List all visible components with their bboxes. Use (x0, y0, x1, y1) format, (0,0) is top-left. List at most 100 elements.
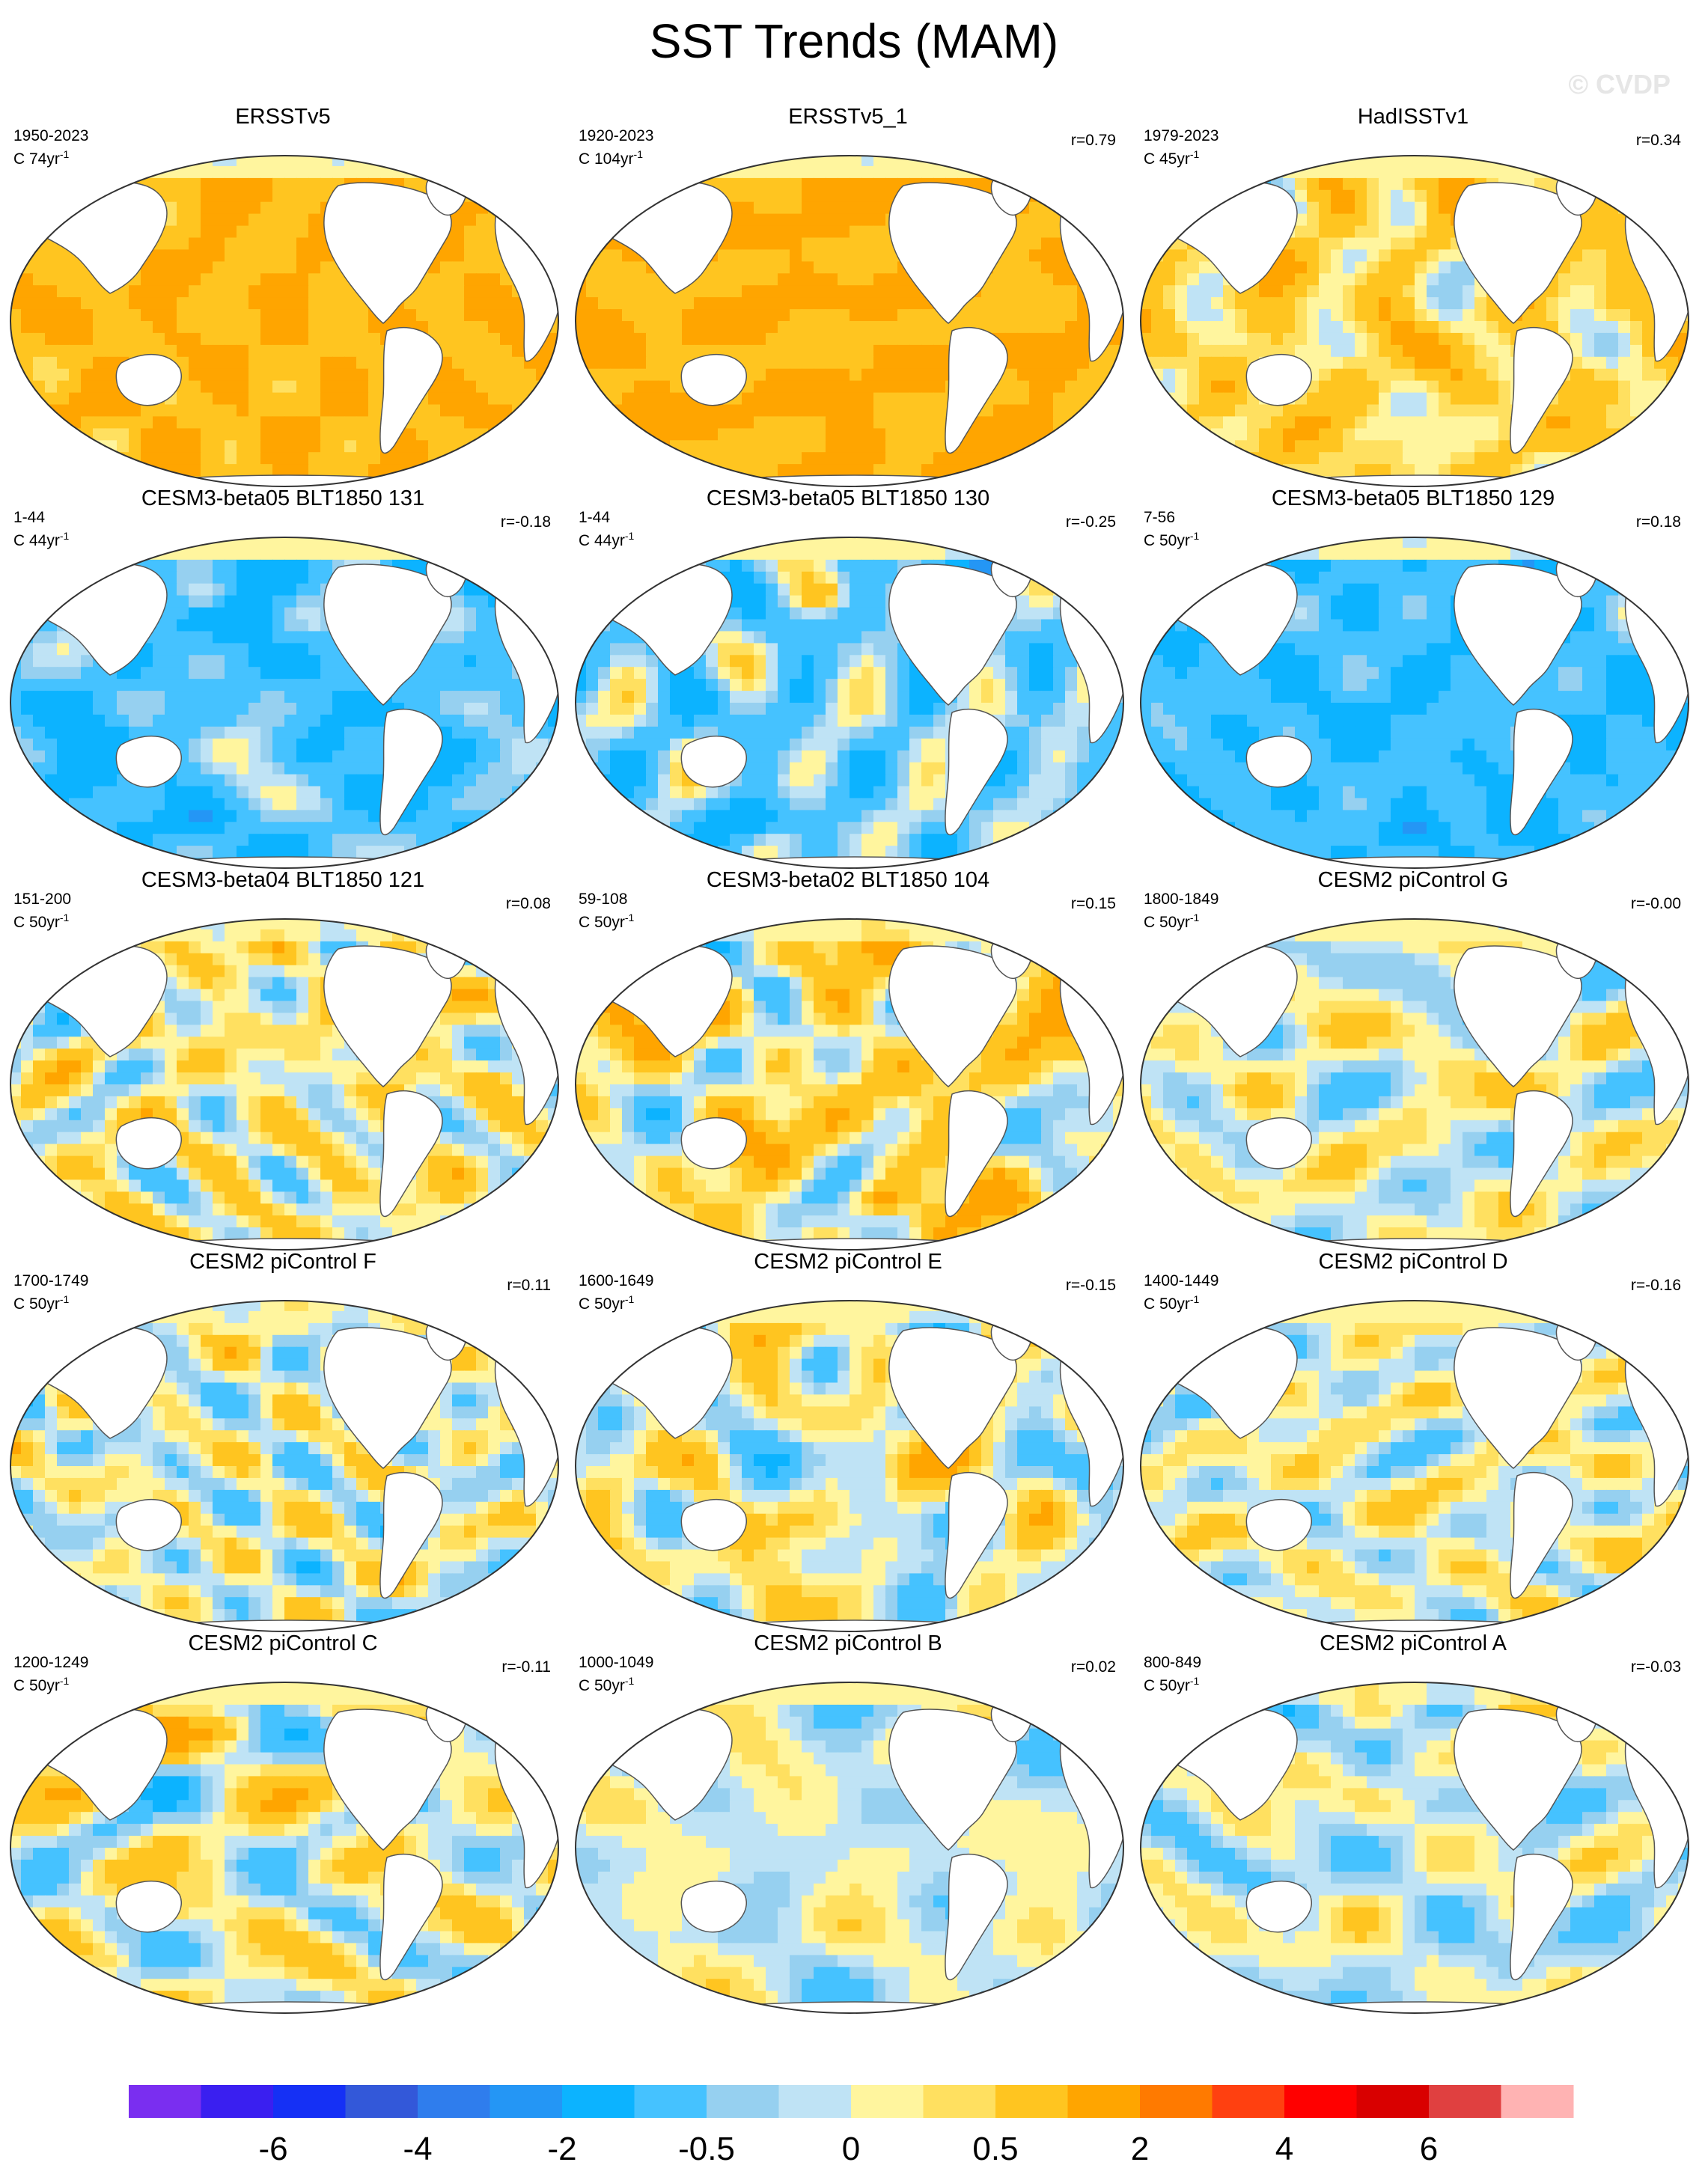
map-panel: CESM2 piControl A 800-849 C 50yr-1 r=-0.03 (1130, 1631, 1696, 2021)
panel-units: C 45yr-1 (1144, 145, 1219, 168)
panel-title: CESM3-beta04 BLT1850 121 (141, 868, 425, 892)
map-panel: CESM3-beta02 BLT1850 104 59-108 C 50yr-1 r=… (565, 868, 1131, 1257)
colorbar-tick-label: -6 (258, 2131, 287, 2167)
panel-title: CESM2 piControl E (754, 1250, 942, 1274)
sst-trend-map (575, 155, 1124, 487)
panel-period-units: 1800-1849 C 50yr-1 (1144, 891, 1219, 932)
panel-units-exponent: -1 (624, 912, 635, 923)
panel-title: CESM2 piControl G (1317, 868, 1509, 892)
colorbar-tick-label: 6 (1420, 2131, 1438, 2167)
panel-units: C 104yr-1 (579, 145, 653, 168)
figure-title: SST Trends (MAM) (649, 14, 1059, 68)
colorbar-swatch (129, 2085, 201, 2118)
map-panel: CESM2 piControl F 1700-1749 C 50yr-1 r=0.11 (0, 1250, 566, 1639)
map-panel: CESM2 piControl G 1800-1849 C 50yr-1 r=-0.0… (1130, 868, 1696, 1257)
panel-period: 1400-1449 (1144, 1272, 1219, 1289)
sst-trend-map (1140, 537, 1689, 869)
panel-units-text: C 50yr (579, 1677, 625, 1694)
panel-title: CESM2 piControl D (1318, 1250, 1508, 1274)
map-panel: CESM2 piControl E 1600-1649 C 50yr-1 r=-0.1… (565, 1250, 1131, 1639)
map-panel: CESM3-beta04 BLT1850 121 151-200 C 50yr-1 r… (0, 868, 566, 1257)
panel-period: 59-108 (579, 891, 628, 908)
panel-units-exponent: -1 (633, 148, 643, 160)
panel-units-exponent: -1 (624, 530, 635, 542)
colorbar-swatch (345, 2085, 418, 2118)
panel-units: C 50yr-1 (13, 1672, 88, 1695)
panel-period-units: 1000-1049 C 50yr-1 (579, 1654, 653, 1695)
panel-units-text: C 104yr (579, 150, 634, 168)
colorbar-tick-label: 4 (1275, 2131, 1293, 2167)
sst-trend-map (1140, 1682, 1689, 2014)
sst-trend-map (575, 1300, 1124, 1632)
panel-period-units: 1400-1449 C 50yr-1 (1144, 1272, 1219, 1313)
panel-units-exponent: -1 (59, 530, 70, 542)
panel-period: 1920-2023 (579, 127, 654, 144)
panel-units-exponent: -1 (59, 1293, 70, 1305)
panel-units-text: C 44yr (13, 532, 60, 549)
panel-units-exponent: -1 (1189, 530, 1200, 542)
panel-period: 1700-1749 (13, 1272, 89, 1289)
panel-title: CESM2 piControl C (188, 1631, 378, 1655)
panel-period-units: 1920-2023 C 104yr-1 (579, 127, 653, 168)
cvdp-watermark: © CVDP (1568, 69, 1671, 100)
colorbar-tick-label: -4 (403, 2131, 432, 2167)
panel-units-text: C 45yr (1144, 150, 1190, 168)
panel-units-exponent: -1 (1189, 1675, 1200, 1687)
colorbar-swatch (1067, 2085, 1141, 2118)
map-panel: ERSSTv5 1950-2023 C 74yr-1 (0, 105, 566, 494)
colorbar-tick-label: 0.5 (972, 2131, 1018, 2167)
panel-period-units: 1-44 C 44yr-1 (13, 509, 69, 550)
panel-pattern-correlation: r=-0.11 (501, 1658, 551, 1676)
panel-title: HadISSTv1 (1357, 105, 1469, 129)
panel-title: CESM3-beta05 BLT1850 130 (706, 486, 990, 510)
panel-units-text: C 50yr (579, 914, 625, 931)
panel-units-text: C 50yr (1144, 914, 1190, 931)
panel-period-units: 7-56 C 50yr-1 (1144, 509, 1199, 550)
colorbar-swatch (1284, 2085, 1357, 2118)
panel-period: 1979-2023 (1144, 127, 1219, 144)
map-panel: CESM2 piControl B 1000-1049 C 50yr-1 r=0.02 (565, 1631, 1131, 2021)
panel-pattern-correlation: r=-0.25 (1065, 513, 1116, 531)
map-panel: CESM3-beta05 BLT1850 131 1-44 C 44yr-1 r=-0… (0, 486, 566, 876)
panel-units: C 50yr-1 (1144, 909, 1219, 932)
panel-pattern-correlation: r=-0.16 (1630, 1277, 1681, 1294)
panel-period: 1600-1649 (579, 1272, 654, 1289)
colorbar-swatch (489, 2085, 563, 2118)
colorbar: -6 -4 -2 -0.5 0 0.5 2 4 6 (129, 2085, 1574, 2167)
sst-trend-map (1140, 918, 1689, 1251)
sst-trend-map (10, 1682, 559, 2014)
sst-trend-map (1140, 1300, 1689, 1632)
panel-units-text: C 50yr (1144, 1677, 1190, 1694)
panel-period-units: 1600-1649 C 50yr-1 (579, 1272, 653, 1313)
colorbar-swatch (1212, 2085, 1285, 2118)
colorbar-swatch (995, 2085, 1068, 2118)
panel-units-exponent: -1 (59, 912, 70, 923)
panel-pattern-correlation: r=0.18 (1635, 513, 1681, 531)
colorbar-swatch (923, 2085, 996, 2118)
panel-units: C 50yr-1 (579, 909, 634, 932)
colorbar-swatch (201, 2085, 274, 2118)
sst-trend-map (575, 537, 1124, 869)
panel-units-exponent: -1 (624, 1675, 635, 1687)
panel-units-exponent: -1 (1189, 912, 1200, 923)
panel-title: CESM2 piControl B (754, 1631, 942, 1655)
sst-trend-map (10, 918, 559, 1251)
panel-title: CESM2 piControl A (1320, 1631, 1507, 1655)
colorbar-tick-label: 0 (842, 2131, 860, 2167)
panel-pattern-correlation: r=0.08 (505, 895, 551, 912)
colorbar-tick-label: 2 (1131, 2131, 1149, 2167)
colorbar-swatch (707, 2085, 779, 2118)
colorbar-swatch (418, 2085, 490, 2118)
panel-title: CESM2 piControl F (189, 1250, 376, 1274)
panel-title: ERSSTv5 (235, 105, 331, 129)
panel-pattern-correlation: r=0.79 (1070, 132, 1116, 149)
panel-pattern-correlation: r=-0.03 (1630, 1658, 1681, 1676)
colorbar-swatch (851, 2085, 924, 2118)
panel-period-units: 59-108 C 50yr-1 (579, 891, 634, 932)
panel-period: 1000-1049 (579, 1654, 654, 1671)
panel-units-exponent: -1 (1189, 1293, 1200, 1305)
panel-period: 7-56 (1144, 509, 1176, 526)
map-panel: CESM2 piControl D 1400-1449 C 50yr-1 r=-0.1… (1130, 1250, 1696, 1639)
panel-period: 1-44 (579, 509, 611, 526)
panel-units: C 50yr-1 (1144, 1672, 1201, 1695)
